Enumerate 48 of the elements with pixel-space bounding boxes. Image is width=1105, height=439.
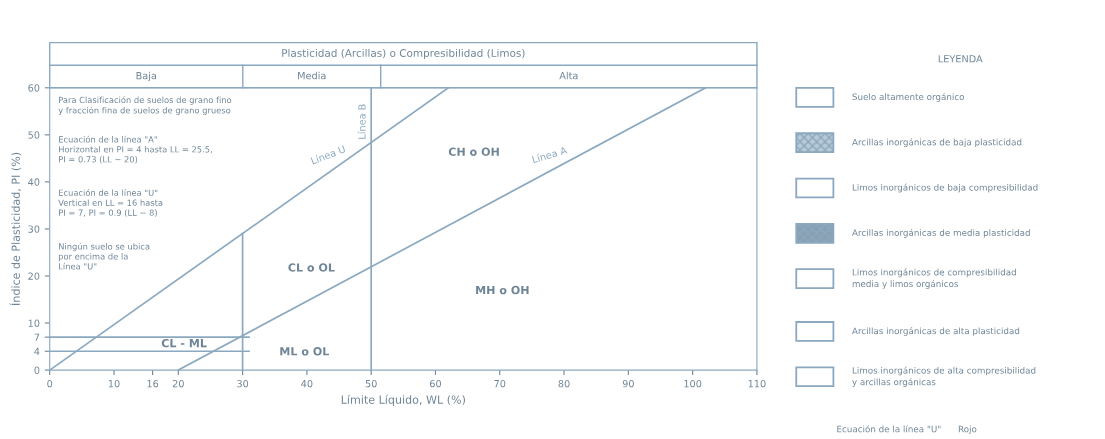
text: Limos inorgánicos de alta compresibilidad y arcillas orgánicas	[852, 366, 1036, 387]
annotation: Ecuación de la línea "U" Vertical en LL = 16 hasta PI = 7, PI = 0.9 (LL − 8)	[58, 189, 163, 217]
y-tick-label: 40	[28, 178, 40, 186]
text: Limos inorgánicos de baja compresibilidad	[852, 183, 1038, 193]
x-tick-label: 80	[558, 379, 570, 388]
x-tick-label: 90	[622, 379, 634, 388]
annotation: CH o OH	[448, 147, 499, 156]
text: LEYENDA	[938, 55, 983, 63]
text: Limos inorgánicos de compresibilidad media y limos orgánicos	[852, 268, 1016, 289]
y-tick-label: 30	[28, 225, 40, 233]
y-tick-label: 20	[28, 272, 40, 280]
x-tick-label: 100	[684, 379, 702, 388]
y-tick-label: 60	[28, 84, 40, 92]
annotation: Para Clasificación de suelos de grano fino y fracción fina de suelos de grano grueso	[58, 96, 232, 116]
annotation: CL o OL	[288, 263, 335, 272]
x-tick-label: 0	[47, 379, 53, 388]
text: Arcillas inorgánicas de media plasticidad	[852, 228, 1030, 238]
x-tick-label: 30	[237, 379, 249, 388]
y-tick-label: 0	[34, 366, 40, 374]
x-tick-label: 10	[108, 379, 120, 388]
annotation: MH o OH	[476, 285, 529, 295]
x-tick-label: 70	[494, 379, 506, 388]
y-axis-title: Índice de Plasticidad, PI (%)	[9, 152, 22, 306]
y-tick-label: 7	[34, 333, 40, 341]
x-tick-label: 20	[172, 379, 184, 388]
text: Línea A	[531, 145, 568, 164]
x-axis-title: Límite Líquido, WL (%)	[341, 394, 465, 406]
x-tick-label: 16	[147, 379, 159, 388]
chart-title: Plasticidad (Arcillas) o Compresibilidad (Limos)	[282, 48, 525, 59]
x-tick-label: 60	[429, 379, 442, 388]
text: Arcillas inorgánicas de alta plasticidad	[852, 327, 1020, 336]
text: Arcillas inorgánicas de baja plasticidad	[852, 138, 1022, 148]
text: Línea B	[357, 104, 366, 139]
x-tick-label: 110	[748, 379, 766, 388]
text: Baja	[136, 71, 157, 82]
annotation: Ningún suelo se ubica por encima de la Línea "U"	[58, 242, 150, 270]
text: Suelo altamente orgánico	[852, 92, 965, 102]
annotation: ML o OL	[280, 347, 330, 356]
text: Media	[298, 71, 326, 80]
text: Alta	[559, 71, 578, 80]
y-tick-label: 50	[28, 131, 40, 139]
text: Ecuación de la línea "U" Rojo	[837, 425, 977, 435]
x-tick-label: 40	[301, 379, 313, 388]
annotation: CL - ML	[161, 338, 207, 348]
x-tick-label: 50	[365, 379, 377, 388]
y-tick-label: 4	[34, 347, 40, 355]
y-tick-label: 10	[28, 319, 40, 327]
text: Línea U	[310, 144, 346, 165]
